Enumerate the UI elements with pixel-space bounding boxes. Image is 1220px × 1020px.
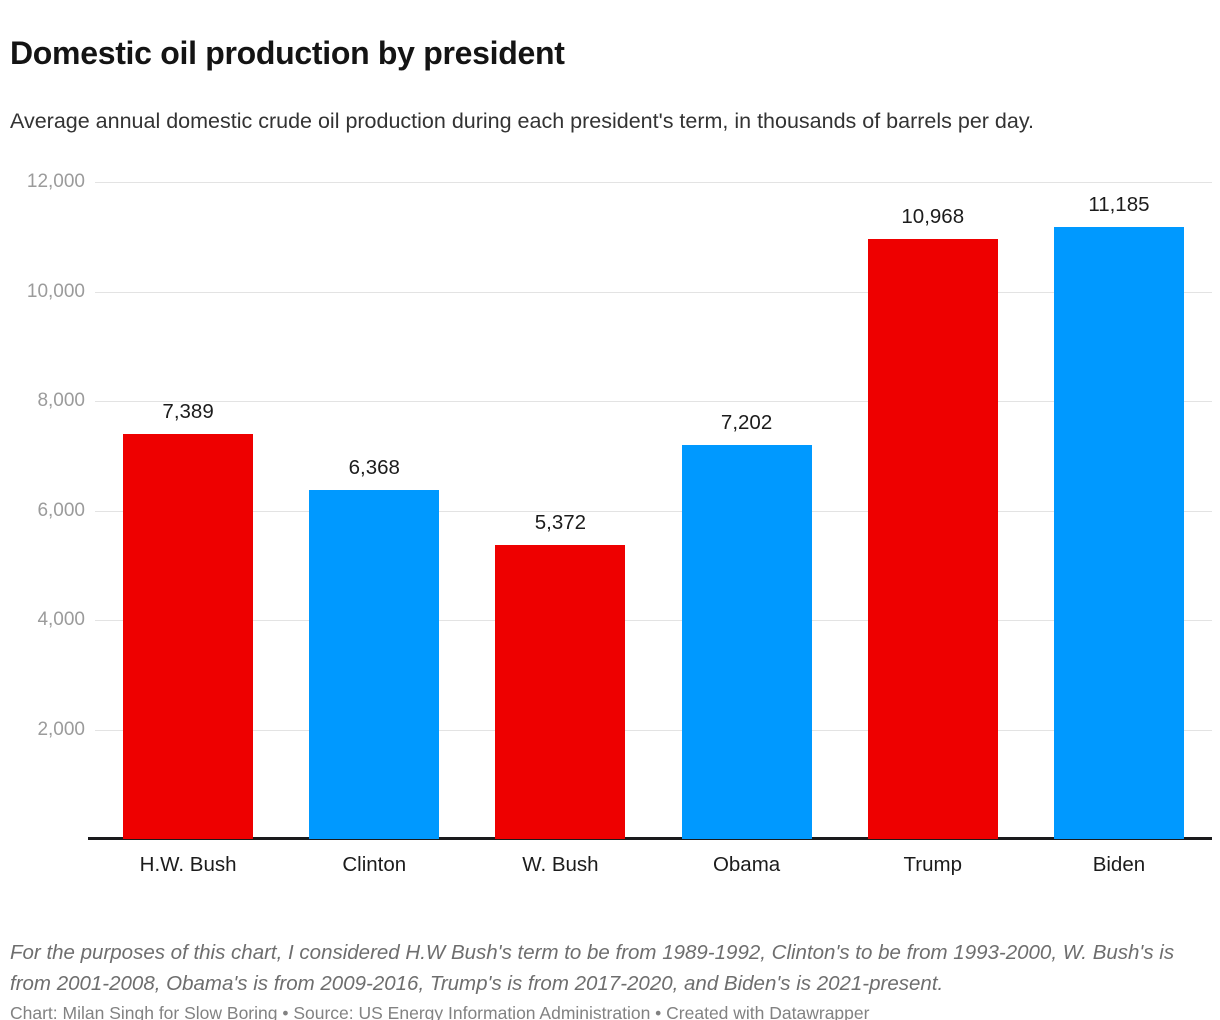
- bar-biden: [1053, 226, 1184, 839]
- y-axis-tick-label: 2,000: [37, 718, 85, 740]
- gridline: [95, 182, 1212, 183]
- bar-value-label: 11,185: [1088, 192, 1150, 216]
- gridline: [95, 729, 1212, 731]
- chart-footnote: For the purposes of this chart, I consid…: [10, 940, 1175, 995]
- chart-attribution: Chart: Milan Singh for Slow Boring • Sou…: [10, 1002, 870, 1020]
- x-axis-category-label: H.W. Bush: [139, 853, 237, 876]
- bar-h-w-bush: [123, 434, 254, 839]
- bar-value-label: 7,202: [720, 410, 773, 434]
- x-axis-category-label: Obama: [712, 853, 781, 876]
- y-axis-tick-label: 6,000: [37, 499, 85, 521]
- y-axis-tick-label: 4,000: [37, 609, 85, 630]
- chart-title: Domestic oil production by president: [10, 35, 565, 72]
- bar-trump: [867, 238, 998, 839]
- bar-clinton: [309, 490, 440, 839]
- x-axis-category-label: Trump: [903, 853, 962, 876]
- bar-value-label: 10,968: [901, 204, 965, 228]
- plot-area: 2,000 4,000 6,000 8,000 10,000 12,000 7,389 H.W…: [27, 171, 1212, 876]
- y-axis-tick-label: 8,000: [37, 390, 85, 411]
- gridline: [95, 401, 1212, 402]
- x-axis-baseline: [88, 837, 1212, 840]
- gridline: [95, 620, 1212, 621]
- x-axis-category-label: W. Bush: [522, 853, 599, 876]
- bar-value-label: 6,368: [348, 456, 400, 480]
- y-axis-tick-label: 12,000: [26, 171, 85, 192]
- bar-value-label: 7,389: [162, 400, 214, 424]
- chart-subtitle: Average annual domestic crude oil produc…: [10, 108, 1034, 133]
- y-axis-tick-label: 10,000: [26, 280, 85, 302]
- gridline: [95, 291, 1212, 293]
- bar-w-bush: [495, 544, 626, 839]
- bar-value-label: 5,372: [534, 510, 587, 534]
- x-axis-category-label: Clinton: [342, 853, 407, 876]
- x-axis-category-label: Biden: [1092, 853, 1146, 876]
- bar-obama: [681, 444, 812, 839]
- gridline: [95, 510, 1212, 512]
